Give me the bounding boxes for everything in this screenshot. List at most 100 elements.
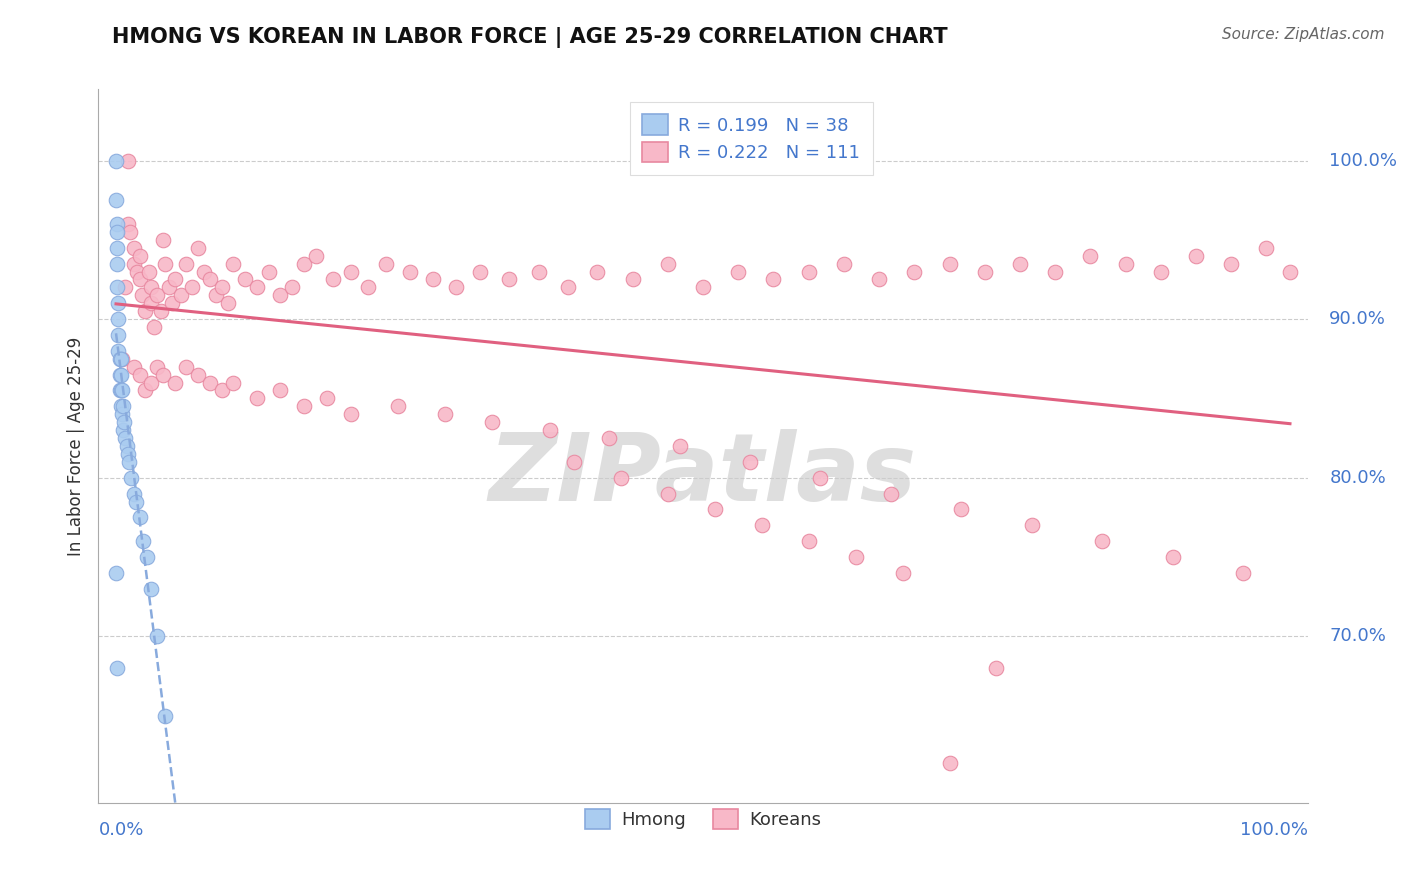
Point — [111, 384, 134, 398]
Point — [891, 566, 914, 580]
Point — [134, 304, 156, 318]
Point — [108, 368, 131, 382]
Point — [762, 272, 785, 286]
Point — [304, 249, 326, 263]
Point — [903, 264, 925, 278]
Point — [105, 566, 128, 580]
Point — [1008, 257, 1031, 271]
Point — [375, 257, 398, 271]
Point — [1150, 264, 1173, 278]
Point — [122, 359, 145, 374]
Point — [110, 384, 132, 398]
Point — [562, 455, 585, 469]
Point — [292, 257, 315, 271]
Point — [1185, 249, 1208, 263]
Point — [198, 376, 221, 390]
Point — [176, 359, 198, 374]
Point — [120, 471, 142, 485]
Point — [211, 384, 233, 398]
Point — [111, 351, 134, 366]
Text: 80.0%: 80.0% — [1329, 468, 1386, 487]
Point — [257, 264, 280, 278]
Point — [105, 280, 128, 294]
Point — [316, 392, 339, 406]
Point — [176, 257, 198, 271]
Point — [132, 534, 155, 549]
Point — [141, 582, 163, 596]
Point — [1256, 241, 1278, 255]
Point — [797, 264, 820, 278]
Point — [387, 400, 409, 414]
Point — [110, 400, 132, 414]
Point — [468, 264, 491, 278]
Point — [751, 518, 773, 533]
Point — [598, 431, 620, 445]
Point — [868, 272, 890, 286]
Point — [157, 280, 180, 294]
Point — [112, 415, 135, 429]
Point — [738, 455, 761, 469]
Point — [146, 288, 169, 302]
Point — [187, 368, 209, 382]
Text: HMONG VS KOREAN IN LABOR FORCE | AGE 25-29 CORRELATION CHART: HMONG VS KOREAN IN LABOR FORCE | AGE 25-… — [112, 27, 948, 48]
Point — [163, 272, 186, 286]
Point — [141, 280, 163, 294]
Text: ZIPatlas: ZIPatlas — [489, 428, 917, 521]
Point — [950, 502, 973, 516]
Point — [692, 280, 714, 294]
Point — [703, 502, 725, 516]
Point — [1220, 257, 1243, 271]
Point — [433, 407, 456, 421]
Point — [134, 384, 156, 398]
Point — [108, 384, 131, 398]
Point — [269, 288, 291, 302]
Point — [446, 280, 468, 294]
Point — [181, 280, 204, 294]
Point — [125, 494, 148, 508]
Point — [141, 376, 163, 390]
Point — [152, 368, 174, 382]
Point — [110, 351, 132, 366]
Point — [222, 257, 245, 271]
Point — [142, 320, 165, 334]
Point — [135, 549, 157, 564]
Point — [141, 296, 163, 310]
Point — [357, 280, 380, 294]
Text: 100.0%: 100.0% — [1329, 152, 1398, 169]
Text: Source: ZipAtlas.com: Source: ZipAtlas.com — [1222, 27, 1385, 42]
Point — [149, 304, 172, 318]
Point — [193, 264, 215, 278]
Point — [114, 431, 136, 445]
Point — [657, 486, 679, 500]
Point — [246, 392, 269, 406]
Point — [1091, 534, 1114, 549]
Point — [162, 296, 184, 310]
Point — [128, 272, 150, 286]
Point — [845, 549, 868, 564]
Point — [117, 153, 139, 168]
Point — [281, 280, 304, 294]
Point — [155, 257, 177, 271]
Text: 70.0%: 70.0% — [1329, 627, 1386, 645]
Point — [107, 343, 129, 358]
Point — [169, 288, 191, 302]
Point — [120, 225, 142, 239]
Point — [610, 471, 633, 485]
Point — [481, 415, 503, 429]
Point — [668, 439, 690, 453]
Point — [233, 272, 256, 286]
Point — [114, 280, 136, 294]
Point — [152, 233, 174, 247]
Point — [105, 193, 128, 207]
Point — [112, 400, 135, 414]
Point — [586, 264, 609, 278]
Point — [122, 241, 145, 255]
Point — [880, 486, 903, 500]
Point — [128, 368, 150, 382]
Point — [118, 455, 141, 469]
Point — [398, 264, 420, 278]
Point — [808, 471, 831, 485]
Point — [105, 153, 128, 168]
Point — [108, 351, 131, 366]
Point — [105, 217, 128, 231]
